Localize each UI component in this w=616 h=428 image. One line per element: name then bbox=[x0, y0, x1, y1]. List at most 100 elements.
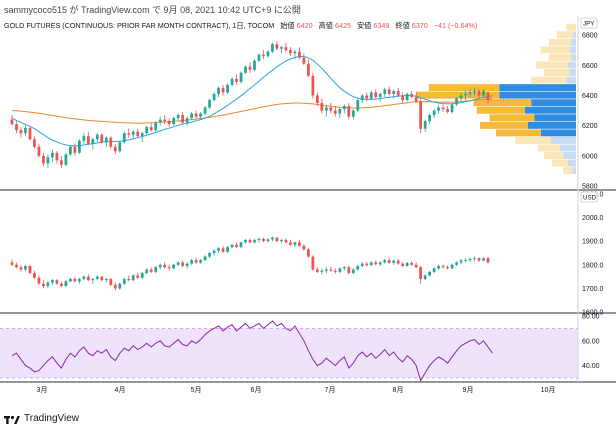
usd-candle-body bbox=[365, 263, 369, 266]
volume-profile-up-bar bbox=[476, 106, 525, 114]
jpy-candle-body bbox=[60, 160, 63, 165]
jpy-candle-body bbox=[333, 110, 337, 114]
jpy-candle-body bbox=[455, 98, 458, 105]
usd-candle-body bbox=[127, 278, 131, 281]
usd-candle-body bbox=[392, 260, 396, 263]
usd-candle-body bbox=[154, 267, 158, 272]
volume-profile-down-bar bbox=[569, 69, 576, 76]
usd-candle-body bbox=[351, 269, 355, 274]
jpy-candle-body bbox=[244, 66, 247, 73]
jpy-candle-body bbox=[450, 104, 454, 113]
symbol-label: GOLD FUTURES (CONTINUOUS: PRIOR FAR MONT… bbox=[4, 21, 274, 30]
jpy-candle-body bbox=[91, 139, 95, 144]
jpy-candle-body bbox=[284, 47, 288, 51]
jpy-candle-body bbox=[15, 124, 18, 131]
volume-profile-down-bar bbox=[568, 159, 576, 167]
volume-profile-down-bar bbox=[550, 136, 576, 144]
jpy-candle-body bbox=[203, 107, 207, 114]
usd-candle-body bbox=[24, 265, 27, 270]
usd-candle-body bbox=[293, 242, 297, 245]
usd-candle-body bbox=[289, 242, 292, 245]
jpy-candle-body bbox=[428, 115, 432, 122]
jpy-candle-body bbox=[477, 90, 481, 96]
volume-profile-down-bar bbox=[540, 129, 576, 137]
jpy-candle-body bbox=[324, 107, 328, 111]
usd-candle-body bbox=[172, 264, 176, 269]
low-label: 安値 bbox=[357, 21, 371, 30]
usd-candle-body bbox=[369, 262, 373, 266]
usd-candle-body bbox=[244, 240, 247, 243]
usd-candle-body bbox=[315, 269, 319, 272]
jpy-candle-body bbox=[64, 154, 68, 165]
svg-text:GOLD FUTURES (CONTINUOUS: PRIO: GOLD FUTURES (CONTINUOUS: PRIOR FAR MONT… bbox=[4, 21, 477, 30]
jpy-candle-body bbox=[208, 99, 211, 108]
jpy-candle-body bbox=[289, 50, 292, 54]
usd-tick-label: 1800.0 bbox=[582, 262, 604, 269]
usd-candle-body bbox=[401, 263, 405, 266]
publish-info: sammycoco515 が TradingView.com で 9月 08, … bbox=[4, 5, 301, 15]
jpy-candle-body bbox=[405, 93, 409, 100]
usd-candle-body bbox=[446, 267, 449, 269]
usd-candle-body bbox=[280, 240, 283, 242]
volume-profile-up-bar bbox=[540, 46, 570, 54]
usd-candle-body bbox=[486, 258, 490, 263]
low-value: 6349 bbox=[373, 21, 389, 30]
usd-candle-body bbox=[194, 260, 198, 263]
usd-candle-body bbox=[248, 240, 252, 243]
volume-profile-down-bar bbox=[568, 61, 576, 69]
jpy-candle-body bbox=[311, 75, 315, 96]
jpy-candle-body bbox=[262, 54, 265, 57]
jpy-candle-body bbox=[10, 119, 14, 125]
rsi-pane bbox=[0, 320, 578, 382]
volume-profile-up-bar bbox=[566, 23, 576, 31]
usd-candle-body bbox=[235, 244, 238, 248]
jpy-candle-body bbox=[19, 130, 23, 134]
usd-candle-body bbox=[378, 262, 382, 265]
month-label: 9月 bbox=[463, 386, 474, 394]
jpy-candle-body bbox=[176, 115, 180, 119]
usd-candle-body bbox=[109, 278, 113, 285]
usd-candle-body bbox=[284, 240, 288, 243]
jpy-candle-body bbox=[459, 95, 463, 99]
volume-profile-down-bar bbox=[531, 99, 576, 107]
usd-candle-body bbox=[77, 278, 81, 282]
usd-candle-body bbox=[450, 264, 454, 269]
high-value: 6425 bbox=[335, 21, 351, 30]
jpy-candle-body bbox=[226, 84, 229, 93]
usd-currency-label: USD bbox=[583, 195, 597, 202]
jpy-candle-body bbox=[257, 54, 261, 61]
volume-profile-up-bar bbox=[556, 31, 573, 39]
usd-candle-body bbox=[86, 276, 90, 281]
usd-candle-body bbox=[271, 237, 274, 240]
jpy-candle-body bbox=[410, 93, 414, 97]
open-value: 6420 bbox=[297, 21, 313, 30]
jpy-candle-body bbox=[190, 113, 194, 119]
usd-candle-body bbox=[419, 267, 423, 279]
usd-candle-body bbox=[33, 273, 36, 278]
usd-candle-body bbox=[338, 268, 342, 272]
jpy-candle-body bbox=[437, 107, 440, 111]
usd-candle-body bbox=[226, 247, 229, 252]
usd-candle-body bbox=[19, 267, 23, 270]
usd-candle-body bbox=[212, 250, 216, 253]
jpy-tick-label: 6400 bbox=[582, 93, 598, 100]
jpy-candle-body bbox=[351, 110, 355, 117]
usd-tick-label: 2000.0 bbox=[582, 215, 604, 222]
jpy-candle-body bbox=[149, 127, 153, 131]
usd-candle-body bbox=[266, 239, 270, 242]
jpy-candle-body bbox=[275, 44, 279, 49]
jpy-candle-body bbox=[253, 60, 256, 70]
usd-candle-body bbox=[455, 262, 458, 265]
volume-profile-up-bar bbox=[489, 114, 535, 122]
usd-candle-body bbox=[100, 276, 104, 281]
usd-candle-body bbox=[158, 264, 162, 268]
volume-profile-down-bar bbox=[569, 46, 576, 54]
usd-currency-label-box bbox=[580, 191, 598, 203]
legend: GOLD FUTURES (CONTINUOUS: PRIOR FAR MONT… bbox=[4, 21, 477, 30]
usd-candle-body bbox=[217, 248, 220, 251]
jpy-candles bbox=[10, 41, 490, 168]
slow-moving-average-line bbox=[11, 98, 493, 124]
jpy-tick-label: 5800 bbox=[582, 184, 598, 191]
usd-candle-body bbox=[459, 260, 463, 263]
jpy-candle-body bbox=[482, 90, 485, 96]
